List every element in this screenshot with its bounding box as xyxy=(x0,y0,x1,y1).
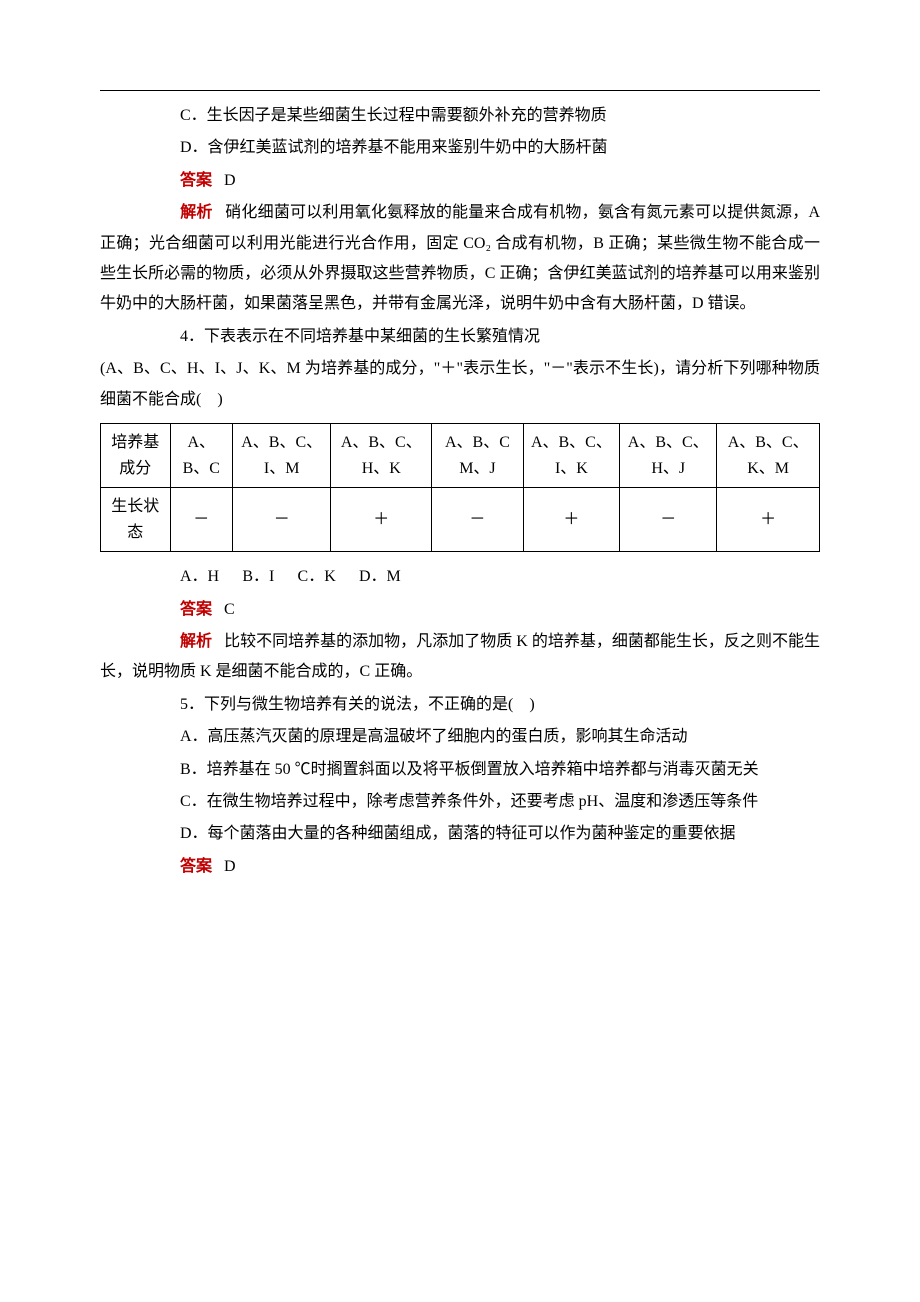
q5-option-b-text: B．培养基在 50 ℃时搁置斜面以及将平板倒置放入培养箱中培养都与消毒灭菌无关 xyxy=(180,761,759,778)
q5-answer-value: D xyxy=(224,858,236,875)
cell: ＋ xyxy=(331,488,432,552)
cell: A、B、C、K、M xyxy=(717,423,820,487)
q4-analysis: 解析 比较不同培养基的添加物，凡添加了物质 K 的培养基，细菌都能生长，反之则不… xyxy=(100,627,820,688)
cell: － xyxy=(170,488,233,552)
q4-stem-1: 4．下表表示在不同培养基中某细菌的生长繁殖情况 xyxy=(100,322,820,352)
top-rule xyxy=(100,90,820,91)
q5-option-b: B．培养基在 50 ℃时搁置斜面以及将平板倒置放入培养箱中培养都与消毒灭菌无关 xyxy=(100,755,820,785)
cell: A、B、C M、J xyxy=(432,423,523,487)
cell: － xyxy=(432,488,523,552)
q4-answer-value: C xyxy=(224,601,235,618)
q3-option-d: D．含伊红美蓝试剂的培养基不能用来鉴别牛奶中的大肠杆菌 xyxy=(100,133,820,163)
q4-answer: 答案 C xyxy=(100,595,820,625)
row-header-components: 培养基成分 xyxy=(101,423,171,487)
q5-stem: 5．下列与微生物培养有关的说法，不正确的是( ) xyxy=(100,690,820,720)
analysis-label: 解析 xyxy=(180,633,212,650)
q3-answer-value: D xyxy=(224,172,236,189)
q5-option-d-text: D．每个菌落由大量的各种细菌组成，菌落的特征可以作为菌种鉴定的重要依据 xyxy=(180,825,736,842)
q5-option-a: A．高压蒸汽灭菌的原理是高温破坏了细胞内的蛋白质，影响其生命活动 xyxy=(100,722,820,752)
q4-option-b: B．I xyxy=(242,568,274,585)
q5-option-c: C．在微生物培养过程中，除考虑营养条件外，还要考虑 pH、温度和渗透压等条件 xyxy=(100,787,820,817)
answer-label: 答案 xyxy=(180,601,212,618)
q4-option-a: A．H xyxy=(180,568,219,585)
cell: ＋ xyxy=(523,488,620,552)
answer-label: 答案 xyxy=(180,172,212,189)
cell: － xyxy=(233,488,331,552)
q4-option-c: C．K xyxy=(298,568,336,585)
row-header-growth: 生长状态 xyxy=(101,488,171,552)
q4-stem-2: (A、B、C、H、I、J、K、M 为培养基的成分，"＋"表示生长，"－"表示不生… xyxy=(100,354,820,415)
q4-table: 培养基成分 A、B、C A、B、C、I、M A、B、C、H、K A、B、C M、… xyxy=(100,423,820,552)
q5-option-c-text: C．在微生物培养过程中，除考虑营养条件外，还要考虑 pH、温度和渗透压等条件 xyxy=(180,793,758,810)
q3-analysis: 解析 硝化细菌可以利用氧化氨释放的能量来合成有机物，氨含有氮元素可以提供氮源，A… xyxy=(100,198,820,320)
table-row: 生长状态 － － ＋ － ＋ － ＋ xyxy=(101,488,820,552)
cell: A、B、C、H、K xyxy=(331,423,432,487)
q4-options: A．H B．I C．K D．M xyxy=(100,562,820,592)
answer-label: 答案 xyxy=(180,858,212,875)
page: C．生长因子是某些细菌生长过程中需要额外补充的营养物质 D．含伊红美蓝试剂的培养… xyxy=(0,0,920,1302)
q3-option-c: C．生长因子是某些细菌生长过程中需要额外补充的营养物质 xyxy=(100,101,820,131)
q5-option-d: D．每个菌落由大量的各种细菌组成，菌落的特征可以作为菌种鉴定的重要依据 xyxy=(100,819,820,849)
table-row: 培养基成分 A、B、C A、B、C、I、M A、B、C、H、K A、B、C M、… xyxy=(101,423,820,487)
cell: ＋ xyxy=(717,488,820,552)
q3-answer: 答案 D xyxy=(100,166,820,196)
q5-answer: 答案 D xyxy=(100,852,820,882)
q4-option-d: D．M xyxy=(359,568,401,585)
cell: A、B、C、I、K xyxy=(523,423,620,487)
cell: A、B、C、H、J xyxy=(620,423,717,487)
analysis-label: 解析 xyxy=(180,204,213,221)
cell: － xyxy=(620,488,717,552)
cell: A、B、C xyxy=(170,423,233,487)
cell: A、B、C、I、M xyxy=(233,423,331,487)
